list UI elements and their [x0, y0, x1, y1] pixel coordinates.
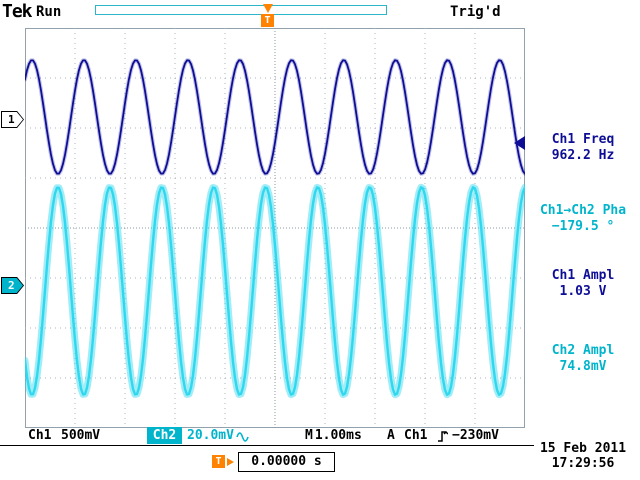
measurement-value: 962.2 Hz	[551, 148, 615, 163]
trigger-level-arrow-icon	[514, 136, 525, 150]
measurement-value: −179.5 °	[551, 219, 615, 234]
measurement-label: Ch1 Ampl	[551, 268, 615, 283]
ac-coupling-icon	[236, 431, 249, 442]
trigger-position-marker: T	[261, 14, 274, 27]
waveform-layer	[25, 28, 525, 428]
rising-edge-icon	[438, 430, 448, 442]
ch1-label: Ch1	[28, 428, 52, 443]
ch2-scale-readout: 20.0mV	[187, 428, 234, 443]
date-readout: 15 Feb 2011	[539, 441, 627, 456]
trigger-level-readout: −230mV	[452, 428, 499, 443]
timebase-group: M 1.00ms	[305, 428, 362, 444]
ch2-position-marker: 2	[1, 277, 24, 294]
measurement-value: 74.8mV	[559, 359, 607, 374]
trigger-status: Trig'd	[450, 4, 501, 20]
trigger-position-arrow-icon	[263, 4, 273, 13]
tek-logo: Tek	[2, 1, 32, 22]
horizontal-trigger-marker: T	[212, 455, 225, 468]
timebase-label: M	[305, 428, 313, 443]
ch1-position-label: 1	[2, 112, 23, 127]
ch2-position-label: 2	[2, 278, 23, 293]
right-arrow-icon	[227, 458, 234, 466]
ch2-label-badge: Ch2	[147, 427, 182, 444]
time-readout: 17:29:56	[551, 456, 615, 471]
measurement-value: 1.03 V	[559, 284, 607, 299]
horizontal-position-readout: 0.00000 s	[238, 452, 335, 472]
measurement-ch2-ampl: Ch2 Ampl 74.8mV	[526, 343, 640, 375]
record-view-bar	[95, 5, 387, 15]
acquisition-state: Run	[36, 4, 62, 20]
measurement-phase: Ch1→Ch2 Pha −179.5 °	[526, 203, 640, 235]
ch1-position-marker: 1	[1, 111, 24, 128]
ch2-scale-group: 20.0mV	[187, 428, 249, 444]
measurement-ch1-ampl: Ch1 Ampl 1.03 V	[526, 268, 640, 300]
timebase-readout: 1.00ms	[314, 428, 362, 443]
measurement-ch1-freq: Ch1 Freq 962.2 Hz	[526, 132, 640, 164]
trigger-source-readout: Ch1	[404, 428, 428, 443]
ch1-scale-readout: 500mV	[61, 428, 101, 443]
trigger-group-label: A	[387, 428, 395, 443]
measurement-label: Ch1 Freq	[551, 132, 615, 147]
measurement-label: Ch2 Ampl	[551, 343, 615, 358]
status-divider	[0, 445, 534, 446]
measurement-label: Ch1→Ch2 Pha	[539, 203, 627, 218]
